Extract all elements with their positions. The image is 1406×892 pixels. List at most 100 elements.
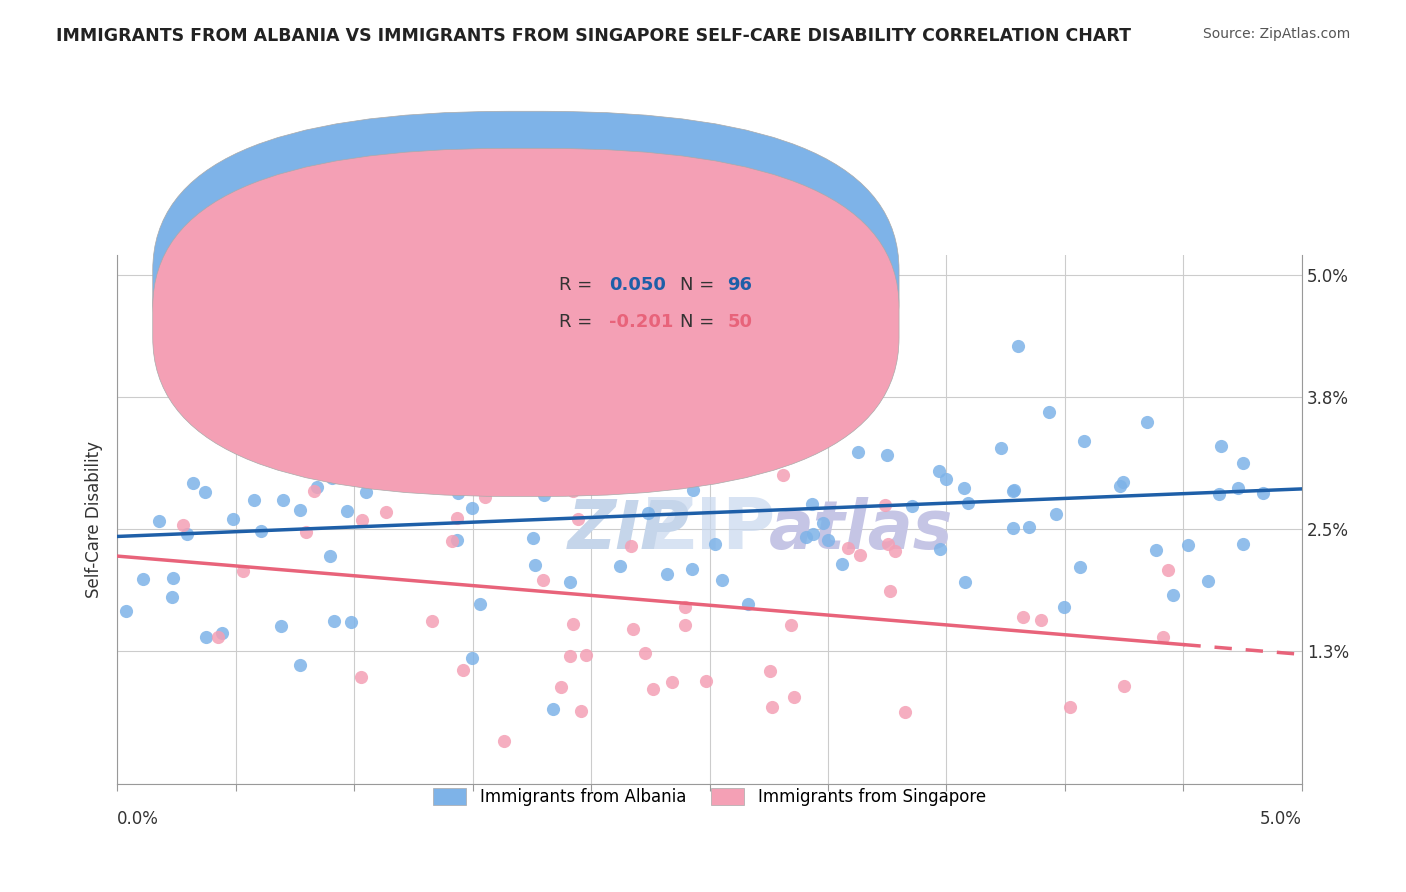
Text: R =: R = (560, 313, 598, 331)
Legend: Immigrants from Albania, Immigrants from Singapore: Immigrants from Albania, Immigrants from… (426, 780, 993, 813)
Point (1152, 630, 1174, 644)
Point (115, 604, 138, 618)
Point (485, 473, 508, 487)
Point (336, 504, 359, 518)
Point (801, 526, 824, 541)
Text: N =: N = (681, 277, 720, 294)
Point (1177, 538, 1199, 552)
Point (1069, 560, 1091, 574)
Point (354, 484, 377, 499)
Point (558, 575, 581, 590)
Text: ZIPatlas: ZIPatlas (544, 495, 875, 565)
Point (620, 540, 643, 554)
Point (408, 424, 430, 438)
Point (523, 558, 546, 572)
Point (801, 497, 824, 511)
Point (440, 533, 463, 548)
Point (761, 699, 783, 714)
Point (634, 647, 657, 661)
Point (561, 483, 583, 498)
Point (928, 464, 950, 478)
Point (1136, 415, 1159, 429)
Text: 0.050: 0.050 (609, 277, 665, 294)
FancyBboxPatch shape (153, 112, 898, 459)
Point (1012, 610, 1035, 624)
Point (1073, 434, 1095, 448)
Point (661, 674, 683, 689)
Point (222, 512, 245, 526)
FancyBboxPatch shape (478, 254, 893, 350)
Point (1209, 439, 1232, 453)
Point (1002, 483, 1025, 497)
Point (290, 657, 312, 672)
Point (562, 616, 585, 631)
Point (243, 492, 266, 507)
Point (319, 549, 342, 563)
Point (877, 537, 900, 551)
Point (990, 442, 1012, 456)
Point (543, 702, 565, 716)
Point (531, 573, 554, 587)
Point (643, 682, 665, 697)
Point (485, 458, 508, 473)
Point (302, 484, 325, 499)
Point (567, 511, 589, 525)
Text: IMMIGRANTS FROM ALBANIA VS IMMIGRANTS FROM SINGAPORE SELF-CARE DISABILITY CORREL: IMMIGRANTS FROM ALBANIA VS IMMIGRANTS FR… (56, 27, 1132, 45)
Point (247, 438, 270, 452)
Point (804, 394, 827, 409)
Point (413, 435, 436, 450)
Point (181, 475, 204, 490)
Point (737, 597, 759, 611)
Point (468, 597, 491, 611)
Point (837, 541, 859, 555)
Point (794, 530, 817, 544)
Text: 0.0%: 0.0% (117, 811, 159, 829)
Point (207, 630, 229, 644)
Text: N =: N = (681, 313, 720, 331)
Point (148, 514, 170, 528)
Point (232, 564, 254, 578)
Point (184, 370, 207, 384)
Point (172, 518, 194, 533)
Point (533, 488, 555, 502)
Text: -0.201: -0.201 (609, 313, 673, 331)
Point (162, 571, 184, 585)
Point (194, 631, 217, 645)
Point (446, 511, 468, 525)
Point (758, 664, 780, 678)
Point (1208, 487, 1230, 501)
Point (1112, 475, 1135, 489)
Point (879, 583, 901, 598)
Point (494, 734, 516, 748)
Text: ZIP: ZIP (644, 495, 776, 565)
Point (474, 490, 496, 504)
Point (619, 323, 641, 337)
Point (1112, 679, 1135, 693)
Point (575, 648, 598, 663)
Point (340, 615, 363, 629)
FancyBboxPatch shape (153, 148, 898, 497)
Point (350, 670, 373, 684)
Point (569, 704, 592, 718)
Point (953, 575, 976, 590)
Point (929, 541, 952, 556)
Point (132, 572, 155, 586)
Point (339, 451, 361, 466)
Point (1227, 481, 1250, 495)
Point (1197, 574, 1219, 588)
Point (375, 505, 398, 519)
Text: 5.0%: 5.0% (1260, 811, 1302, 829)
Point (1108, 479, 1130, 493)
Point (176, 527, 198, 541)
Point (609, 558, 631, 573)
Point (783, 690, 806, 704)
Point (1045, 508, 1067, 522)
Point (1144, 543, 1167, 558)
Point (704, 537, 727, 551)
Point (759, 364, 782, 378)
Text: Source: ZipAtlas.com: Source: ZipAtlas.com (1202, 27, 1350, 41)
Point (194, 485, 217, 500)
Text: ZIP: ZIP (568, 497, 689, 563)
Point (1038, 405, 1060, 419)
Point (295, 524, 318, 539)
